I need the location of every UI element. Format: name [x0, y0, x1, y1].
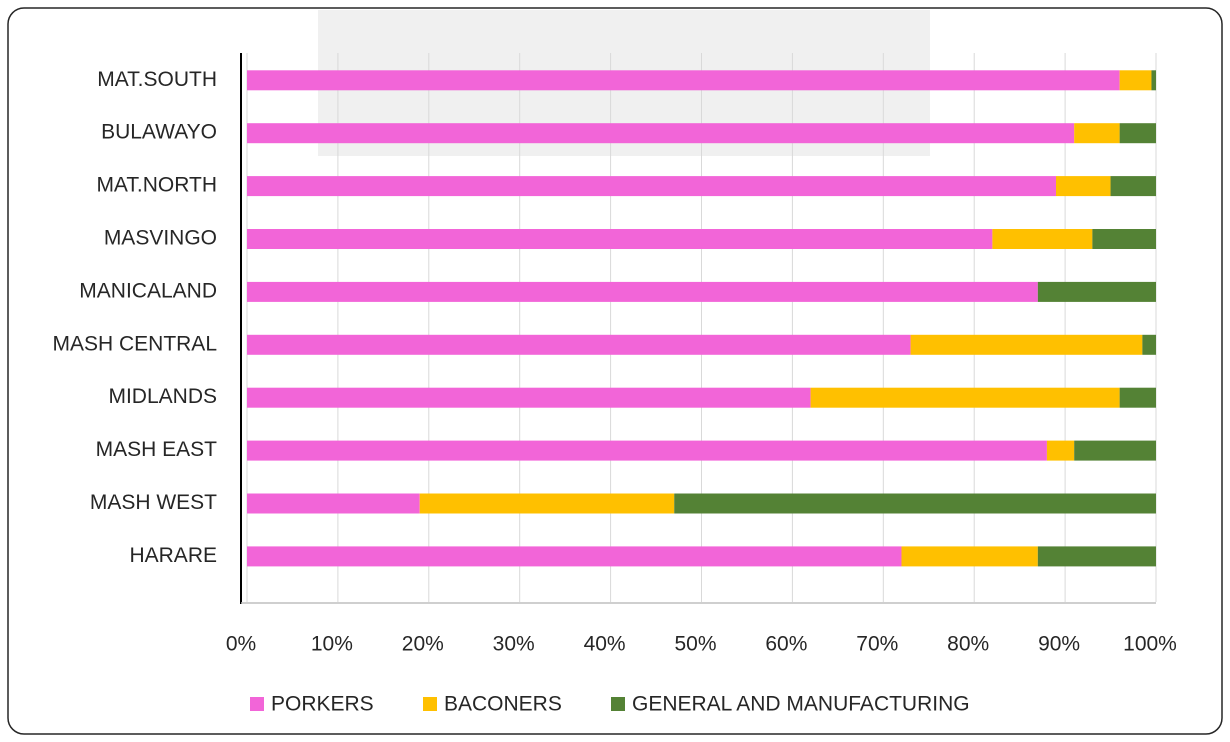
x-tick-label: 60%: [765, 633, 807, 656]
bar-segment: [247, 282, 1038, 302]
y-tick-label: MASH CENTRAL: [52, 332, 217, 355]
bar-segment: [1120, 388, 1156, 408]
x-tick-label: 70%: [856, 633, 898, 656]
legend-label: GENERAL AND MANUFACTURING: [632, 693, 970, 716]
bar-segment: [1047, 441, 1074, 461]
bar-segment: [247, 441, 1047, 461]
bar-segment: [1038, 546, 1156, 566]
legend-swatch: [423, 697, 437, 711]
legend-swatch: [611, 697, 625, 711]
bar-segment: [1092, 229, 1156, 249]
x-tick-label: 100%: [1123, 633, 1177, 656]
bar-segment: [674, 494, 1156, 514]
bar-segment: [420, 494, 675, 514]
bar-segment: [247, 176, 1056, 196]
y-tick-label: MIDLANDS: [108, 385, 217, 408]
x-tick-label: 10%: [311, 633, 353, 656]
y-tick-label: MANICALAND: [79, 279, 217, 302]
bar-segment: [247, 335, 911, 355]
chart: 0% 10% 20% 30% 40% 50% 60% 70% 80% 90% 100% MAT.SOU…: [0, 0, 1230, 742]
bar-segment: [1038, 282, 1156, 302]
bar-segment: [247, 546, 901, 566]
x-tick-label: 50%: [674, 633, 716, 656]
bar-segment: [247, 388, 811, 408]
bar-segment: [911, 335, 1143, 355]
bar-segment: [247, 123, 1074, 143]
bar-segment: [247, 494, 420, 514]
bar-segment: [1120, 70, 1152, 90]
bar-segment: [1151, 70, 1156, 90]
legend-label: BACONERS: [444, 693, 562, 716]
y-tick-label: BULAWAYO: [101, 121, 217, 144]
x-tick-label: 80%: [947, 633, 989, 656]
y-tick-label: MASVINGO: [104, 227, 217, 250]
legend-swatch: [250, 697, 264, 711]
bar-segment: [247, 229, 992, 249]
y-tick-label: MASH WEST: [90, 491, 217, 514]
bar-segment: [1074, 441, 1156, 461]
bar-segment: [247, 70, 1120, 90]
bar-segment: [1056, 176, 1111, 196]
bar-segment: [1074, 123, 1119, 143]
legend-label: PORKERS: [271, 693, 374, 716]
bar-segment: [811, 388, 1120, 408]
bar-segment: [1120, 123, 1156, 143]
bar-segment: [1142, 335, 1156, 355]
x-tick-label: 30%: [493, 633, 535, 656]
bar-segment: [992, 229, 1092, 249]
bar-segment: [901, 546, 1037, 566]
y-tick-label: MAT.NORTH: [96, 174, 217, 197]
bar-segment: [1111, 176, 1156, 196]
y-tick-label: MASH EAST: [96, 438, 218, 461]
x-tick-label: 40%: [584, 633, 626, 656]
y-tick-label: HARARE: [129, 544, 217, 567]
y-tick-label: MAT.SOUTH: [97, 68, 217, 91]
x-tick-label: 90%: [1038, 633, 1080, 656]
x-tick-label: 0%: [226, 633, 256, 656]
x-tick-label: 20%: [402, 633, 444, 656]
